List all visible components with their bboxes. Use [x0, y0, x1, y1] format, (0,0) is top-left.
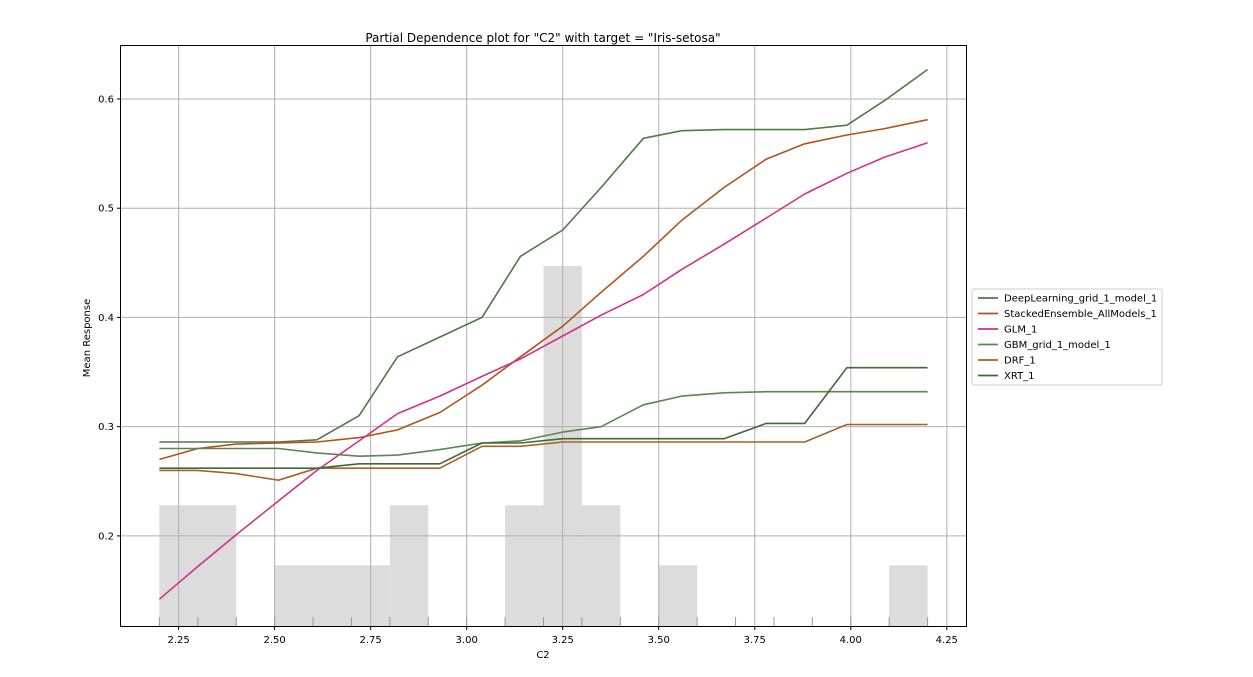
x-tick-label-1: 2.50	[264, 635, 286, 646]
histogram-bar-2	[389, 505, 429, 626]
x-axis-label: C2	[536, 650, 549, 661]
y-tick-label-4: 0.6	[98, 94, 114, 105]
legend-label-1: StackedEnsemble_AllModels_1	[1004, 309, 1157, 320]
legend-label-5: XRT_1	[1004, 371, 1035, 382]
y-axis-ticks: 0.2 0.3 0.4 0.5 0.6	[98, 94, 121, 542]
series-line-5	[159, 366, 928, 470]
series-line-3	[159, 390, 928, 458]
y-axis-label: Mean Response	[82, 299, 93, 377]
series-line-1	[159, 118, 928, 461]
histogram-bar-7	[889, 565, 928, 626]
x-tick-label-3: 3.00	[456, 635, 478, 646]
series-line-2	[158, 141, 928, 600]
gridlines	[121, 46, 966, 626]
y-tick-label-1: 0.3	[98, 422, 114, 433]
histogram-bar-3	[505, 505, 544, 626]
legend-box	[971, 288, 1163, 386]
legend-label-4: DRF_1	[1004, 356, 1036, 367]
histogram-bar-1	[274, 565, 390, 626]
x-tick-label-5: 3.50	[648, 635, 670, 646]
x-tick-label-4: 3.25	[552, 635, 574, 646]
series-line-4	[159, 423, 928, 482]
legend-label-3: GBM_grid_1_model_1	[1004, 340, 1111, 351]
histogram-bar-5	[581, 505, 621, 626]
legend-label-0: DeepLearning_grid_1_model_1	[1004, 294, 1157, 305]
legend: DeepLearning_grid_1_model_1 StackedEnsemb…	[971, 288, 1163, 386]
y-tick-label-0: 0.2	[98, 531, 114, 542]
y-tick-label-3: 0.5	[98, 204, 114, 215]
plot-frame	[120, 45, 967, 627]
x-tick-label-2: 2.75	[360, 635, 382, 646]
series-line-0	[159, 68, 929, 443]
series-lines	[158, 68, 929, 600]
x-axis-ticks: 2.25 2.50 2.75 3.00 3.25 3.50 3.75 4.00 4.25	[167, 626, 958, 646]
legend-label-2: GLM_1	[1004, 325, 1037, 336]
x-tick-label-7: 4.00	[840, 635, 862, 646]
histogram-bar-6	[658, 565, 698, 626]
x-tick-label-6: 3.75	[744, 635, 766, 646]
chart-title: Partial Dependence plot for "C2" with ta…	[365, 31, 720, 45]
y-tick-label-2: 0.4	[98, 313, 114, 324]
x-tick-label-0: 2.25	[167, 635, 189, 646]
rug-ticks	[158, 617, 929, 626]
x-tick-label-8: 4.25	[936, 635, 958, 646]
